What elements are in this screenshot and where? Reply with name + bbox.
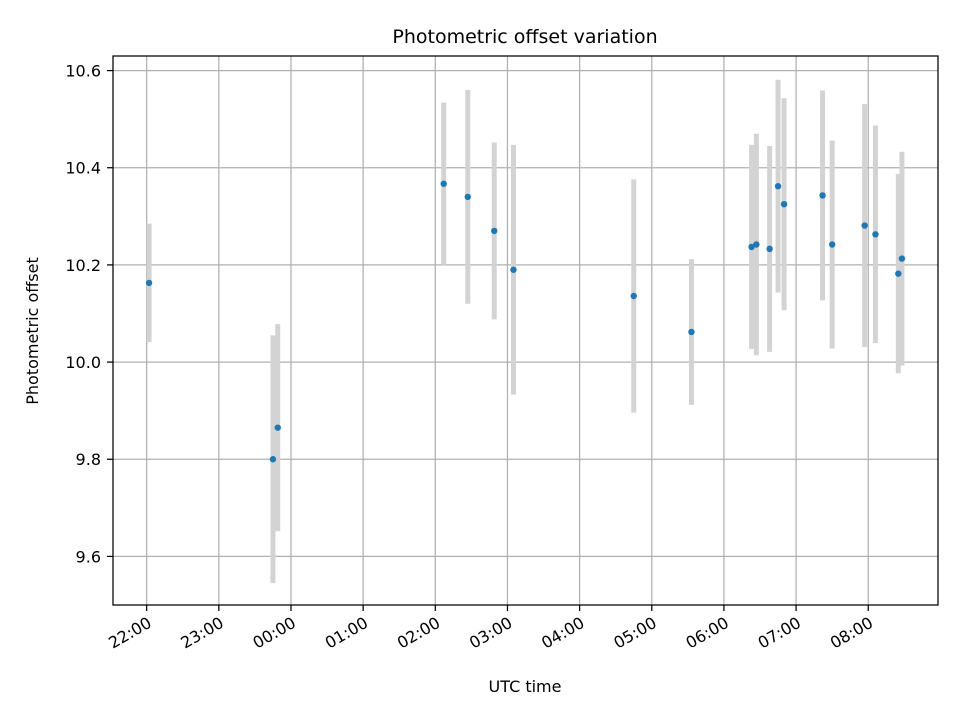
y-tick-label: 10.6 bbox=[65, 62, 101, 81]
y-tick-label: 10.2 bbox=[65, 256, 101, 275]
data-point bbox=[895, 270, 902, 277]
data-point bbox=[774, 183, 782, 190]
x-tick-label: 05:00 bbox=[610, 613, 659, 653]
x-tick-label: 04:00 bbox=[538, 613, 587, 653]
data-point bbox=[819, 192, 826, 199]
data-point bbox=[688, 328, 695, 336]
grid-lines bbox=[113, 56, 938, 605]
data-point bbox=[780, 200, 788, 208]
x-tick-label: 23:00 bbox=[177, 613, 226, 653]
error-bars bbox=[146, 79, 905, 584]
data-point bbox=[269, 456, 277, 463]
x-tick-label: 07:00 bbox=[755, 613, 804, 653]
y-axis-label: Photometric offset bbox=[23, 257, 42, 405]
data-point bbox=[766, 245, 773, 253]
x-tick-label: 08:00 bbox=[827, 613, 876, 653]
data-point bbox=[274, 424, 281, 431]
data-point bbox=[861, 222, 868, 229]
x-tick-label: 03:00 bbox=[466, 613, 515, 653]
y-tick-label: 9.6 bbox=[76, 547, 101, 566]
y-tick-label: 10.0 bbox=[65, 353, 101, 372]
x-tick-label: 00:00 bbox=[250, 613, 299, 653]
data-points bbox=[145, 180, 906, 463]
data-point bbox=[510, 266, 517, 273]
data-point bbox=[145, 279, 153, 287]
data-point bbox=[630, 292, 637, 300]
x-axis-label: UTC time bbox=[489, 677, 562, 696]
x-tick-label: 06:00 bbox=[683, 613, 732, 653]
data-point bbox=[828, 241, 836, 248]
x-tick-label: 22:00 bbox=[105, 613, 154, 653]
data-point bbox=[898, 255, 906, 262]
y-tick-label: 9.8 bbox=[76, 450, 101, 469]
data-point bbox=[753, 241, 760, 248]
chart-title: Photometric offset variation bbox=[392, 26, 657, 48]
x-tick-label: 01:00 bbox=[322, 613, 371, 653]
x-tick-label: 02:00 bbox=[394, 613, 443, 653]
y-tick-label: 10.4 bbox=[65, 159, 101, 178]
data-point bbox=[748, 243, 755, 251]
data-point bbox=[464, 193, 471, 201]
plot-area-frame bbox=[112, 55, 939, 606]
data-point bbox=[872, 231, 879, 238]
data-point bbox=[491, 227, 498, 235]
data-point bbox=[440, 180, 447, 187]
